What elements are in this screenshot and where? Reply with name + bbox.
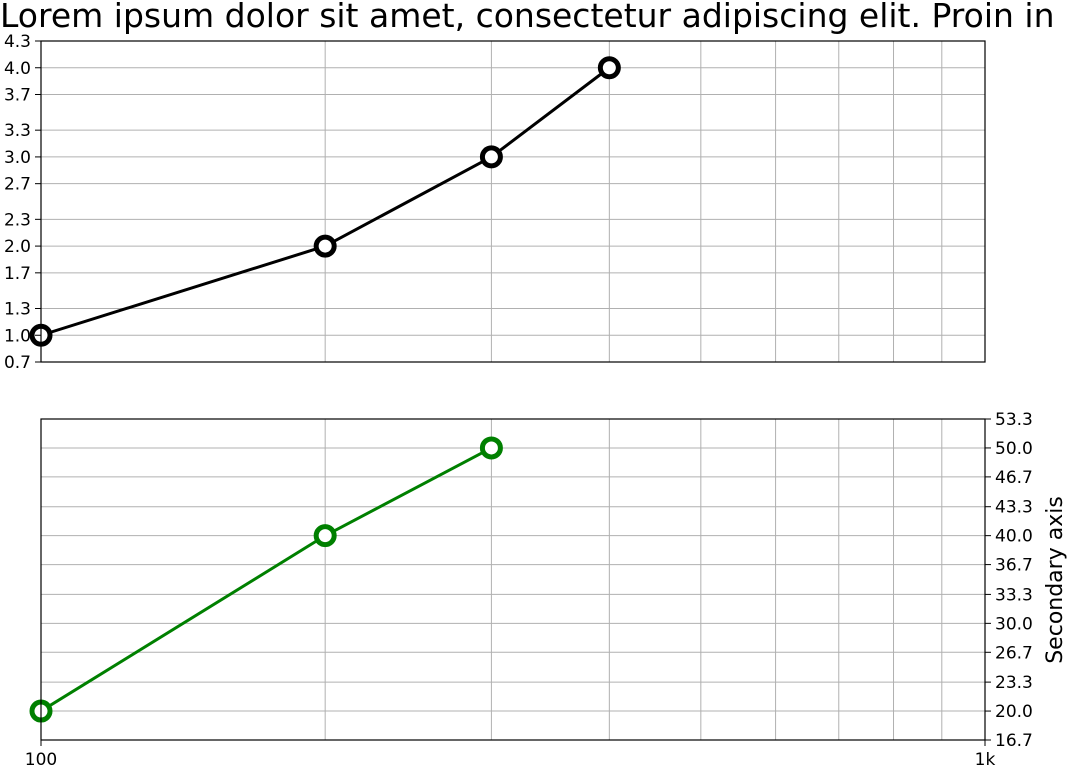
x-tick-label: 1k [975,750,996,769]
top-data-point [313,234,337,258]
top-y-tick-label: 1.0 [4,326,31,346]
bottom-y-tick-label: 36.7 [995,556,1033,576]
secondary-axis-label: Secondary axis [1043,496,1068,664]
top-y-tick-label: 2.7 [4,175,31,195]
top-series-line [40,66,611,337]
bottom-y-tick-label: 50.0 [995,439,1033,459]
chart-title: Lorem ipsum dolor sit amet, consectetur … [0,0,1055,35]
top-y-tick-label: 3.3 [4,121,31,141]
bottom-y-tick-label: 40.0 [995,527,1033,547]
top-y-tick-label: 3.0 [4,148,31,168]
bottom-data-point [479,436,503,460]
bottom-data-point [313,524,337,548]
bottom-y-tick-label: 16.7 [995,731,1033,751]
x-tick-label: 100 [25,750,57,769]
top-data-point [479,145,503,169]
top-y-tick-label: 0.7 [4,353,31,373]
bottom-plot-panel: 16.7 20.0 23.3 26.7 30.0 33.3 36.7 40.0 43.3 46.7… [25,410,1068,769]
top-y-tick-label: 4.3 [4,32,31,52]
top-y-tick-label: 2.3 [4,210,31,230]
bottom-y-tick-label: 46.7 [995,468,1033,488]
bottom-series-line [40,446,493,713]
top-plot-frame [40,40,986,363]
top-plot-panel: 0.7 1.0 1.3 1.7 2.0 2.3 2.7 3.0 3.3 3.7 4.0 4.3 [4,32,986,373]
bottom-plot-frame [40,418,986,741]
bottom-y-tick-label: 23.3 [995,673,1033,693]
top-y-tick-label: 4.0 [4,59,31,79]
bottom-y-tick-label: 30.0 [995,614,1033,634]
top-y-tick-label: 2.0 [4,237,31,257]
bottom-y-tick-label: 33.3 [995,585,1033,605]
bottom-y-tick-label: 53.3 [995,410,1033,430]
bottom-y-tick-label: 20.0 [995,702,1033,722]
top-y-tick-label: 1.3 [4,300,31,320]
top-y-tick-label: 1.7 [4,264,31,284]
top-y-tick-label: 3.7 [4,86,31,106]
bottom-y-tick-label: 43.3 [995,498,1033,518]
bottom-y-tick-label: 26.7 [995,643,1033,663]
top-data-point [597,56,621,80]
